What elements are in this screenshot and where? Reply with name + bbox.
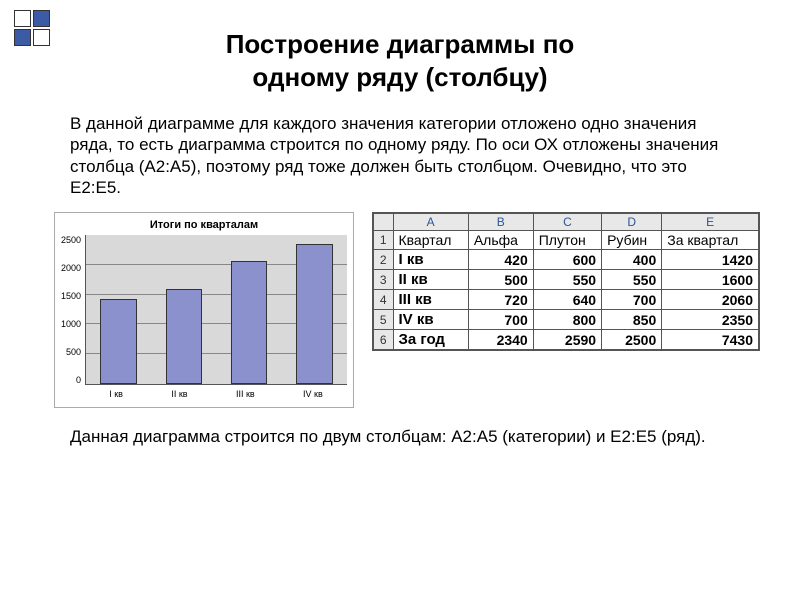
- col-header-e: E: [662, 213, 759, 231]
- table-cell: 2590: [533, 330, 601, 351]
- table-cell: 2340: [468, 330, 533, 351]
- xtick-label: II кв: [171, 389, 187, 399]
- row-number: 1: [373, 231, 393, 250]
- table-cell: 600: [533, 250, 601, 270]
- table-row: 2I кв4206004001420: [373, 250, 759, 270]
- table-cell: За год: [393, 330, 468, 351]
- table-cell: 420: [468, 250, 533, 270]
- chart-bar: [231, 261, 268, 384]
- table-cell: 2350: [662, 310, 759, 330]
- table-cell: 7430: [662, 330, 759, 351]
- content-row: Итоги по кварталам 25002000150010005000 …: [0, 198, 800, 408]
- col-header-a: A: [393, 213, 468, 231]
- table-row: 1КварталАльфаПлутонРубинЗа квартал: [373, 231, 759, 250]
- paragraph-1: В данной диаграмме для каждого значения …: [0, 93, 800, 198]
- chart-bar: [296, 244, 333, 384]
- table-col-header-row: A B C D E: [373, 213, 759, 231]
- table-row: 6За год2340259025007430: [373, 330, 759, 351]
- table-cell: 850: [602, 310, 662, 330]
- chart-bar: [100, 299, 137, 384]
- title-line-1: Построение диаграммы по: [0, 28, 800, 61]
- ytick-label: 1000: [61, 319, 81, 329]
- ytick-label: 2500: [61, 235, 81, 245]
- row-number: 4: [373, 290, 393, 310]
- slide-logo: [14, 10, 54, 46]
- data-table: A B C D E 1КварталАльфаПлутонРубинЗа ква…: [372, 212, 760, 351]
- table-cell: 700: [602, 290, 662, 310]
- table-cell: Альфа: [468, 231, 533, 250]
- table-cell: III кв: [393, 290, 468, 310]
- ytick-label: 500: [66, 347, 81, 357]
- table-cell: 720: [468, 290, 533, 310]
- table-cell: Квартал: [393, 231, 468, 250]
- chart-bar: [166, 289, 203, 384]
- ytick-label: 1500: [61, 291, 81, 301]
- chart-yaxis: 2500 2000 1500 1000 500 0: [57, 235, 85, 385]
- table-cell: IV кв: [393, 310, 468, 330]
- row-number: 6: [373, 330, 393, 351]
- slide-title: Построение диаграммы по одному ряду (сто…: [0, 0, 800, 93]
- chart-plot: [85, 235, 347, 385]
- table-row: 5IV кв7008008502350: [373, 310, 759, 330]
- col-header-b: B: [468, 213, 533, 231]
- table-cell: За квартал: [662, 231, 759, 250]
- corner-cell: [373, 213, 393, 231]
- title-line-2: одному ряду (столбцу): [0, 61, 800, 94]
- row-number: 2: [373, 250, 393, 270]
- table-cell: Плутон: [533, 231, 601, 250]
- ytick-label: 0: [76, 375, 81, 385]
- row-number: 3: [373, 270, 393, 290]
- paragraph-2: Данная диаграмма строится по двум столбц…: [0, 408, 800, 447]
- table-cell: I кв: [393, 250, 468, 270]
- bar-chart: Итоги по кварталам 25002000150010005000 …: [54, 212, 354, 408]
- chart-title: Итоги по кварталам: [55, 213, 353, 233]
- col-header-d: D: [602, 213, 662, 231]
- table-cell: 500: [468, 270, 533, 290]
- table-cell: 1420: [662, 250, 759, 270]
- table-row: 3II кв5005505501600: [373, 270, 759, 290]
- table-cell: 1600: [662, 270, 759, 290]
- table-cell: 550: [533, 270, 601, 290]
- table-cell: 2060: [662, 290, 759, 310]
- table-cell: 400: [602, 250, 662, 270]
- table-cell: 2500: [602, 330, 662, 351]
- col-header-c: C: [533, 213, 601, 231]
- table-cell: 700: [468, 310, 533, 330]
- table-cell: 800: [533, 310, 601, 330]
- table-cell: Рубин: [602, 231, 662, 250]
- table-cell: 550: [602, 270, 662, 290]
- xtick-label: I кв: [109, 389, 123, 399]
- table-cell: 640: [533, 290, 601, 310]
- table-row: 4III кв7206407002060: [373, 290, 759, 310]
- row-number: 5: [373, 310, 393, 330]
- xtick-label: IV кв: [303, 389, 323, 399]
- table-cell: II кв: [393, 270, 468, 290]
- ytick-label: 2000: [61, 263, 81, 273]
- chart-xaxis: I кв II кв III кв IV кв: [85, 385, 347, 405]
- xtick-label: III кв: [236, 389, 255, 399]
